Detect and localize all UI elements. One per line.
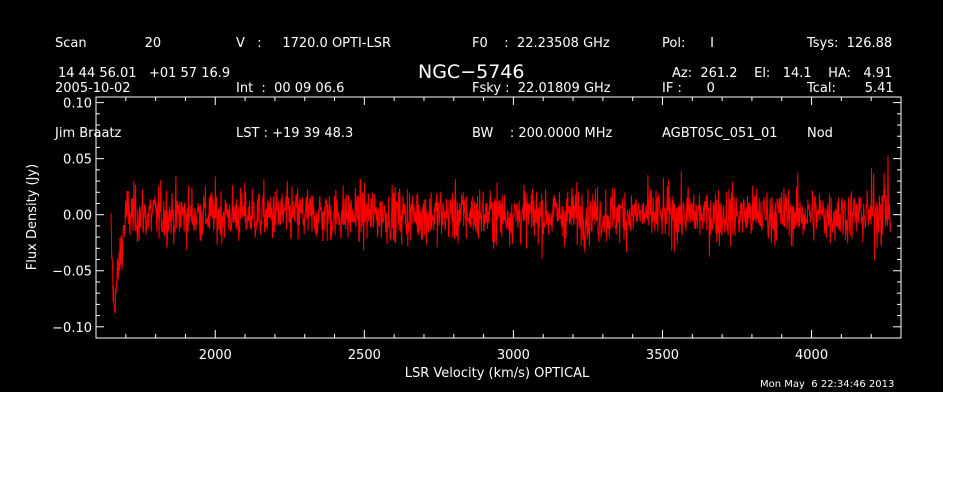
bw-field: BW : 200.0000 MHz	[472, 126, 613, 141]
fsky-field: Fsky : 22.01809 GHz	[472, 81, 611, 96]
int-time-field: Int : 00 09 06.6	[236, 81, 345, 96]
observer-name: Jim Braatz	[55, 126, 122, 141]
spectrum-series-line	[110, 156, 892, 314]
x-tick-label: 2500	[348, 348, 381, 363]
f0-field: F0 : 22.23508 GHz	[472, 36, 610, 51]
y-tick-label: −0.10	[52, 321, 92, 336]
scan-value: 20	[144, 36, 162, 51]
x-tick-label: 3500	[646, 348, 679, 363]
x-tick-label: 4000	[795, 348, 828, 363]
axis-ticks: 2000 2500 3000 3500 4000 −0.10 −0.05 0.00 0.05 0.…	[52, 97, 902, 363]
x-tick-label: 3000	[497, 348, 530, 363]
y-axis-label: Flux Density (Jy)	[25, 164, 40, 270]
header-col2: V : 1720.0 OPTI-LSR Int : 00 09 06.6 LST…	[236, 6, 391, 171]
velocity-field: V : 1720.0 OPTI-LSR	[236, 36, 392, 51]
tcal-field: Tcal: 5.41	[807, 81, 894, 96]
project-id: AGBT05C_051_01	[662, 126, 778, 141]
az-el-ha: Az: 261.2 El: 14.1 HA: 4.91	[672, 66, 893, 81]
if-field: IF : 0	[662, 81, 715, 96]
plot-frame	[95, 96, 902, 339]
x-axis-label: LSR Velocity (km/s) OPTICAL	[405, 366, 590, 381]
source-name: NGC−5746	[418, 61, 525, 83]
spectrum-panel: Scan 20 2005-10-02 Jim Braatz V : 1720.0 …	[0, 0, 943, 392]
spectrum-chart: 2000 2500 3000 3500 4000 −0.10 −0.05 0.00 0.05 0.…	[25, 96, 902, 381]
scan-label: Scan	[55, 36, 87, 51]
y-tick-label: 0.00	[63, 209, 92, 224]
tsys-field: Tsys: 126.88	[807, 36, 893, 51]
header-col1: Scan 20 2005-10-02 Jim Braatz	[55, 6, 161, 171]
obs-mode: Nod	[807, 126, 833, 141]
header-col4: Pol: I IF : 0 AGBT05C_051_01	[662, 6, 778, 171]
plot-timestamp: Mon May 6 22:34:46 2013	[760, 379, 895, 390]
y-tick-label: 0.05	[63, 153, 92, 168]
y-tick-label: 0.10	[63, 97, 92, 112]
source-coords: 14 44 56.01 +01 57 16.9	[58, 66, 231, 81]
plot-area	[110, 156, 892, 314]
header-col5: Tsys: 126.88 Tcal: 5.41 Nod	[807, 6, 894, 171]
y-tick-label: −0.05	[52, 265, 92, 280]
header-col3: F0 : 22.23508 GHz Fsky : 22.01809 GHz BW…	[472, 6, 612, 171]
obs-date: 2005-10-02	[55, 81, 131, 96]
lst-field: LST : +19 39 48.3	[236, 126, 354, 141]
x-tick-label: 2000	[199, 348, 232, 363]
pol-field: Pol: I	[662, 36, 714, 51]
